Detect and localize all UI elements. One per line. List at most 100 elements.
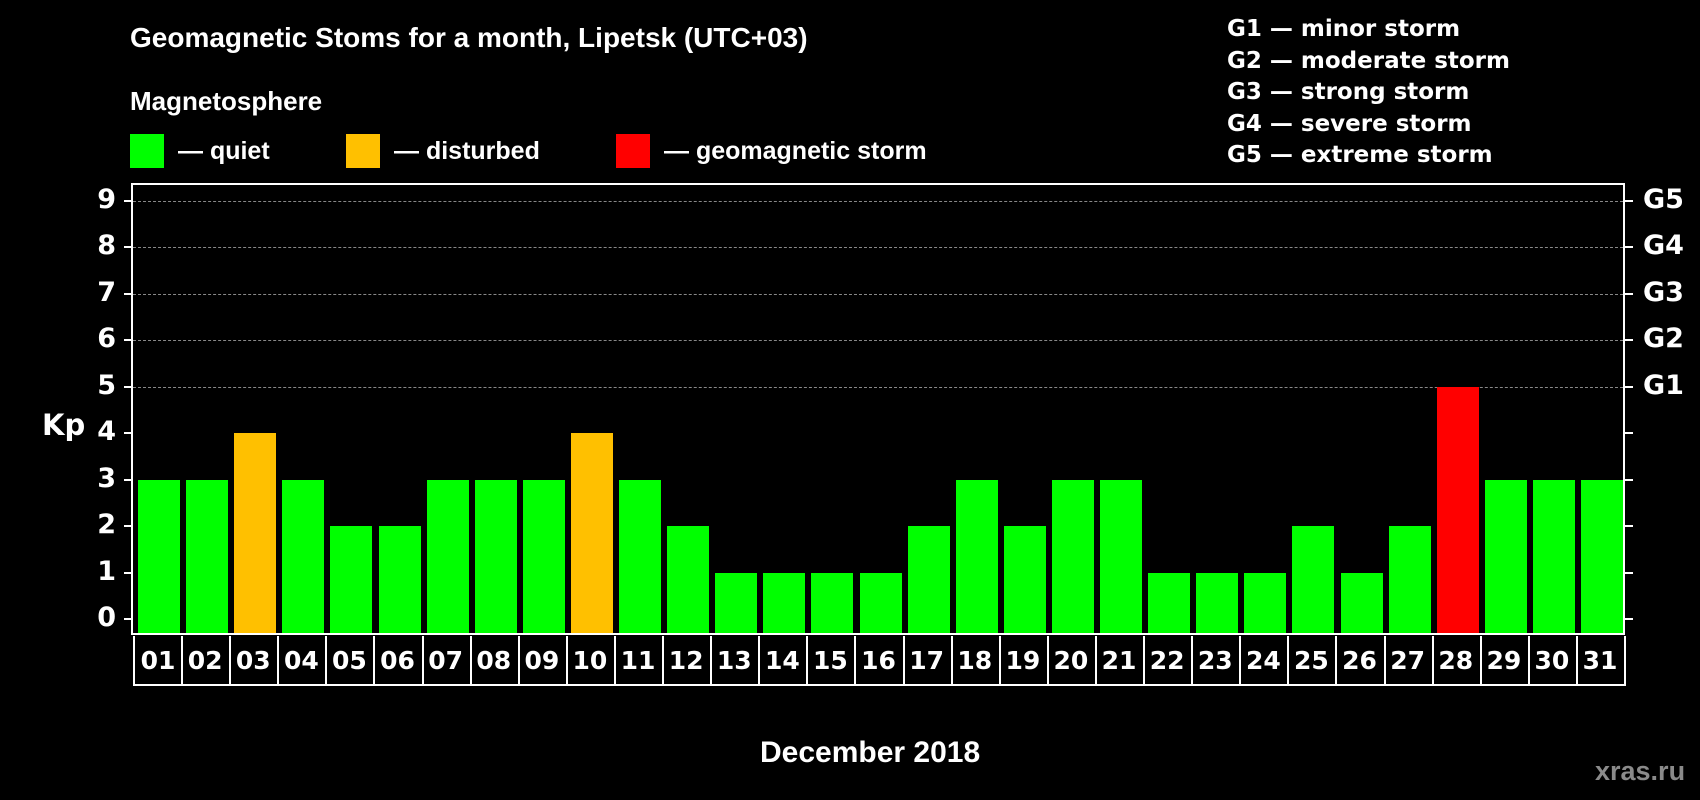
bar-day-01 — [138, 479, 180, 633]
chart-title: Geomagnetic Stoms for a month, Lipetsk (… — [130, 22, 808, 53]
y-tick-label: 7 — [97, 277, 116, 308]
y-tick-label: 4 — [97, 416, 116, 447]
bar-day-28 — [1436, 386, 1479, 633]
bar-day-08 — [474, 479, 517, 633]
y-tick-right — [1625, 339, 1633, 341]
bar-day-11 — [619, 479, 661, 633]
x-tick-label: 11 — [614, 636, 665, 686]
bar-day-24 — [1244, 572, 1287, 633]
bar-day-31 — [1581, 479, 1623, 633]
bar-day-02 — [186, 479, 229, 633]
bar-day-23 — [1196, 572, 1239, 633]
bar-day-25 — [1292, 526, 1335, 633]
right-axis-label: G4 — [1643, 230, 1684, 261]
legend-quiet-label: — quiet — [178, 136, 270, 165]
y-tick — [124, 525, 132, 527]
legend-disturbed: — disturbed — [346, 134, 540, 168]
y-tick-label: 9 — [97, 184, 116, 215]
bar-day-09 — [522, 479, 565, 633]
bar-day-04 — [282, 479, 325, 633]
y-tick-label: 0 — [97, 602, 116, 633]
y-tick-right — [1625, 293, 1633, 295]
storm-scale-g1: G1 — minor storm — [1227, 16, 1461, 42]
bar-day-21 — [1100, 479, 1142, 633]
legend-disturbed-label: — disturbed — [394, 136, 540, 165]
x-tick-label: 29 — [1479, 636, 1530, 686]
x-tick-label: 30 — [1527, 636, 1578, 686]
bar-day-26 — [1340, 572, 1383, 633]
y-tick-right — [1625, 479, 1633, 481]
y-tick-label: 8 — [97, 230, 116, 261]
gridline — [133, 201, 1623, 202]
y-axis-label: Kp — [42, 408, 86, 442]
y-tick-right — [1625, 525, 1633, 527]
bar-day-30 — [1532, 479, 1575, 633]
y-tick — [124, 293, 132, 295]
y-tick — [124, 572, 132, 574]
bar-day-06 — [378, 526, 421, 633]
storm-scale-g3: G3 — strong storm — [1227, 79, 1470, 105]
y-tick-label: 5 — [97, 370, 116, 401]
x-tick-label: 09 — [517, 636, 568, 686]
y-tick — [124, 479, 132, 481]
right-axis-label: G5 — [1643, 184, 1684, 215]
watermark: xras.ru — [1595, 756, 1686, 786]
legend-quiet: — quiet — [130, 134, 270, 168]
bar-day-15 — [811, 572, 854, 633]
right-axis-label: G2 — [1643, 323, 1684, 354]
right-axis-label: G1 — [1643, 370, 1684, 401]
bar-day-12 — [667, 526, 710, 633]
storm-scale-g5: G5 — extreme storm — [1227, 142, 1493, 168]
storm-scale-legend: G1 — minor storm G2 — moderate storm G3 … — [1227, 14, 1510, 172]
y-tick-right — [1625, 200, 1633, 202]
gridline — [133, 340, 1623, 341]
bar-day-14 — [763, 572, 806, 633]
legend-storm: — geomagnetic storm — [616, 134, 927, 168]
y-tick-right — [1625, 432, 1633, 434]
y-tick-right — [1625, 386, 1633, 388]
bar-day-29 — [1484, 479, 1527, 633]
bar-day-27 — [1388, 526, 1431, 633]
y-tick — [124, 200, 132, 202]
gridline — [133, 387, 1623, 388]
y-tick-label: 3 — [97, 463, 116, 494]
x-tick-label: 25 — [1287, 636, 1338, 686]
y-tick-right — [1625, 618, 1633, 620]
y-tick-right — [1625, 572, 1633, 574]
gridline — [133, 247, 1623, 248]
x-tick-label: 05 — [325, 636, 376, 686]
bar-day-03 — [234, 433, 277, 633]
storm-scale-g4: G4 — severe storm — [1227, 110, 1472, 137]
bar-day-18 — [955, 479, 998, 633]
right-axis-label: G3 — [1643, 277, 1684, 308]
bar-day-17 — [907, 526, 950, 633]
legend-storm-label: — geomagnetic storm — [664, 136, 927, 165]
storm-scale-g2: G2 — moderate storm — [1227, 47, 1510, 74]
gridline — [133, 294, 1623, 295]
bar-day-20 — [1051, 479, 1094, 633]
legend-subtitle: Magnetosphere — [130, 86, 323, 116]
y-tick — [124, 618, 132, 620]
bar-day-22 — [1148, 572, 1191, 633]
y-tick — [124, 339, 132, 341]
y-tick — [124, 246, 132, 248]
bar-day-07 — [426, 479, 469, 633]
y-tick — [124, 432, 132, 434]
x-tick-label: 18 — [950, 636, 1001, 686]
y-tick-label: 2 — [97, 509, 116, 540]
y-tick-label: 6 — [97, 323, 116, 354]
bar-day-16 — [859, 572, 902, 633]
bar-day-19 — [1003, 526, 1046, 633]
storm-swatch-icon — [616, 134, 650, 168]
y-tick — [124, 386, 132, 388]
disturbed-swatch-icon — [346, 134, 380, 168]
x-label-frame — [133, 636, 1627, 686]
bar-day-10 — [570, 433, 613, 633]
x-axis-label: December 2018 — [760, 736, 981, 769]
bar-day-05 — [330, 526, 373, 633]
bar-day-13 — [715, 572, 758, 633]
quiet-swatch-icon — [130, 134, 164, 168]
y-tick-right — [1625, 246, 1633, 248]
y-tick-label: 1 — [97, 556, 116, 587]
plot-frame — [131, 183, 1625, 635]
